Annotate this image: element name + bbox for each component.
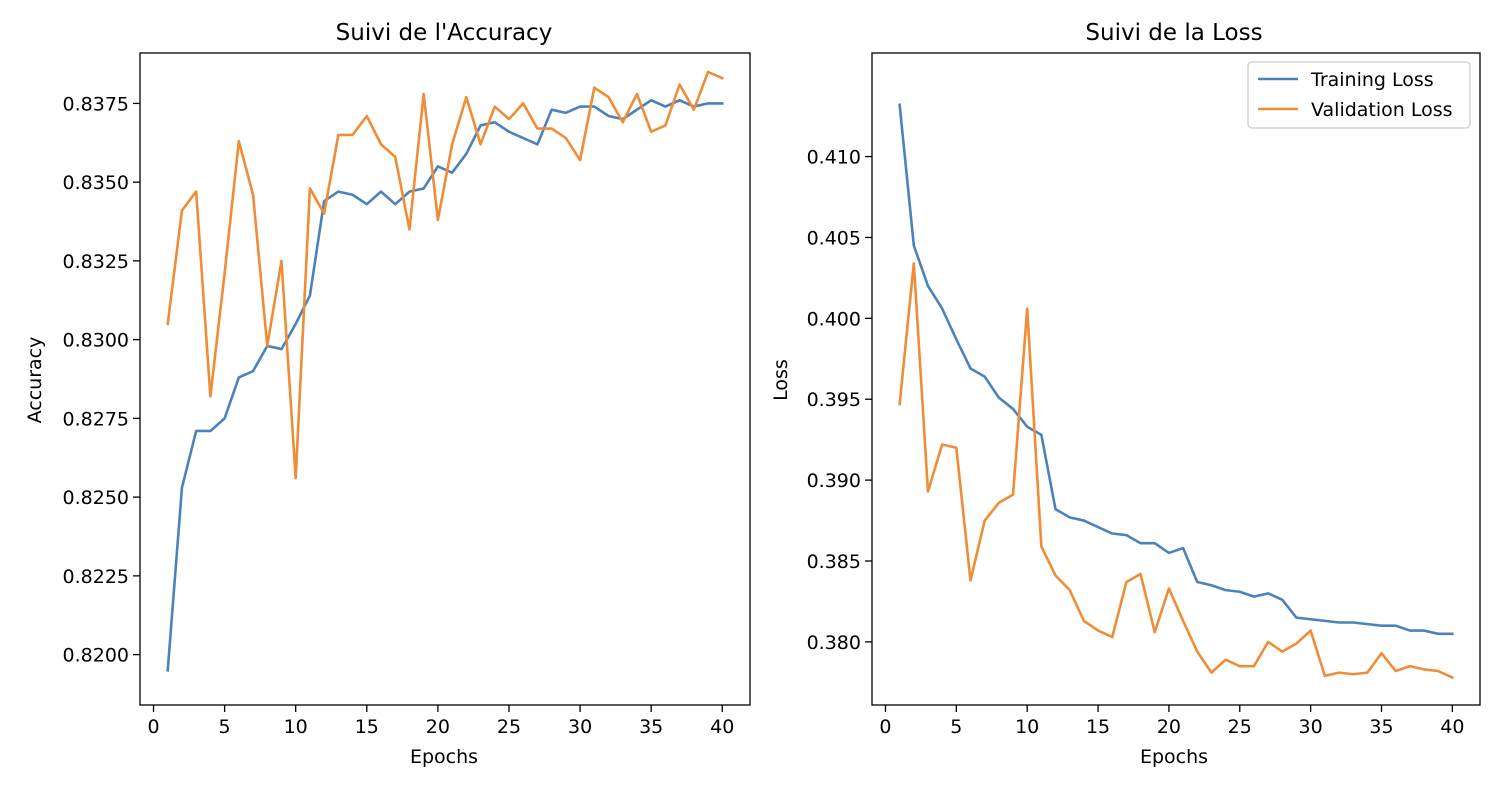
accuracy-y-tick-label: 0.8300 [63, 330, 129, 352]
loss-training-line [898, 103, 1454, 636]
loss-x-tick-label: 25 [1228, 716, 1252, 738]
loss-x-tick-label: 35 [1369, 716, 1393, 738]
legend-validation-label: Validation Loss [1311, 99, 1453, 121]
accuracy-y-tick-label: 0.8325 [63, 251, 129, 273]
accuracy-validation-line [166, 70, 724, 480]
accuracy-x-tick-label: 35 [639, 716, 663, 738]
loss-x-tick-label: 40 [1440, 716, 1464, 738]
loss-panel: Suivi de la Loss Epochs Loss 0 5 10 15 20 25 3… [770, 20, 1481, 768]
loss-x-tick-label: 0 [879, 716, 891, 738]
loss-y-tick-label: 0.410 [807, 147, 861, 169]
accuracy-chart-title: Suivi de l'Accuracy [336, 20, 553, 46]
loss-x-tick-label: 20 [1157, 716, 1181, 738]
legend-training-label: Training Loss [1310, 69, 1434, 91]
accuracy-y-tick-label: 0.8275 [63, 408, 129, 430]
loss-validation-line [898, 262, 1455, 680]
accuracy-plot-area: 0 5 10 15 20 25 30 35 40 0.8200 0.8225 0.8250 0.8275… [63, 52, 751, 738]
loss-y-tick-label: 0.395 [807, 389, 861, 411]
accuracy-x-tick-label: 20 [426, 716, 450, 738]
loss-y-tick-label: 0.385 [807, 551, 861, 573]
accuracy-x-tick-label: 25 [497, 716, 521, 738]
accuracy-x-tick-label: 5 [219, 716, 231, 738]
accuracy-y-tick-label: 0.8200 [63, 645, 129, 667]
accuracy-x-tick-label: 10 [284, 716, 308, 738]
loss-plot-area: 0 5 10 15 20 25 30 35 40 0.380 0.385 0.390 0.395 0.40… [807, 52, 1481, 738]
loss-y-tick-label: 0.400 [807, 308, 861, 330]
accuracy-y-tick-label: 0.8350 [63, 172, 129, 194]
loss-y-tick-label: 0.390 [807, 470, 861, 492]
loss-x-tick-label: 5 [950, 716, 962, 738]
loss-chart-title: Suivi de la Loss [1085, 20, 1262, 46]
accuracy-axes-frame [139, 52, 751, 706]
accuracy-y-tick-label: 0.8225 [63, 566, 129, 588]
loss-x-tick-label: 15 [1086, 716, 1110, 738]
loss-y-axis-label: Loss [770, 359, 792, 401]
accuracy-y-tick-label: 0.8375 [63, 93, 129, 115]
loss-y-tick-label: 0.405 [807, 227, 861, 249]
accuracy-x-tick-label: 30 [568, 716, 592, 738]
accuracy-y-axis-label: Accuracy [24, 337, 46, 424]
accuracy-panel: Suivi de l'Accuracy Epochs Accuracy 0 5 10… [24, 20, 751, 768]
accuracy-training-line [166, 98, 724, 672]
accuracy-y-tick-label: 0.8250 [63, 487, 129, 509]
legend-box [1247, 61, 1471, 129]
accuracy-x-tick-label: 40 [710, 716, 734, 738]
loss-legend: Training Loss Validation Loss [1247, 61, 1471, 129]
loss-x-axis-label: Epochs [1140, 746, 1208, 768]
loss-axes-frame [871, 52, 1481, 706]
accuracy-x-tick-label: 15 [355, 716, 379, 738]
accuracy-x-tick-label: 0 [147, 716, 159, 738]
loss-x-tick-label: 30 [1299, 716, 1323, 738]
accuracy-x-axis-label: Epochs [410, 746, 478, 768]
loss-x-tick-label: 10 [1015, 716, 1039, 738]
loss-y-tick-label: 0.380 [807, 632, 861, 654]
